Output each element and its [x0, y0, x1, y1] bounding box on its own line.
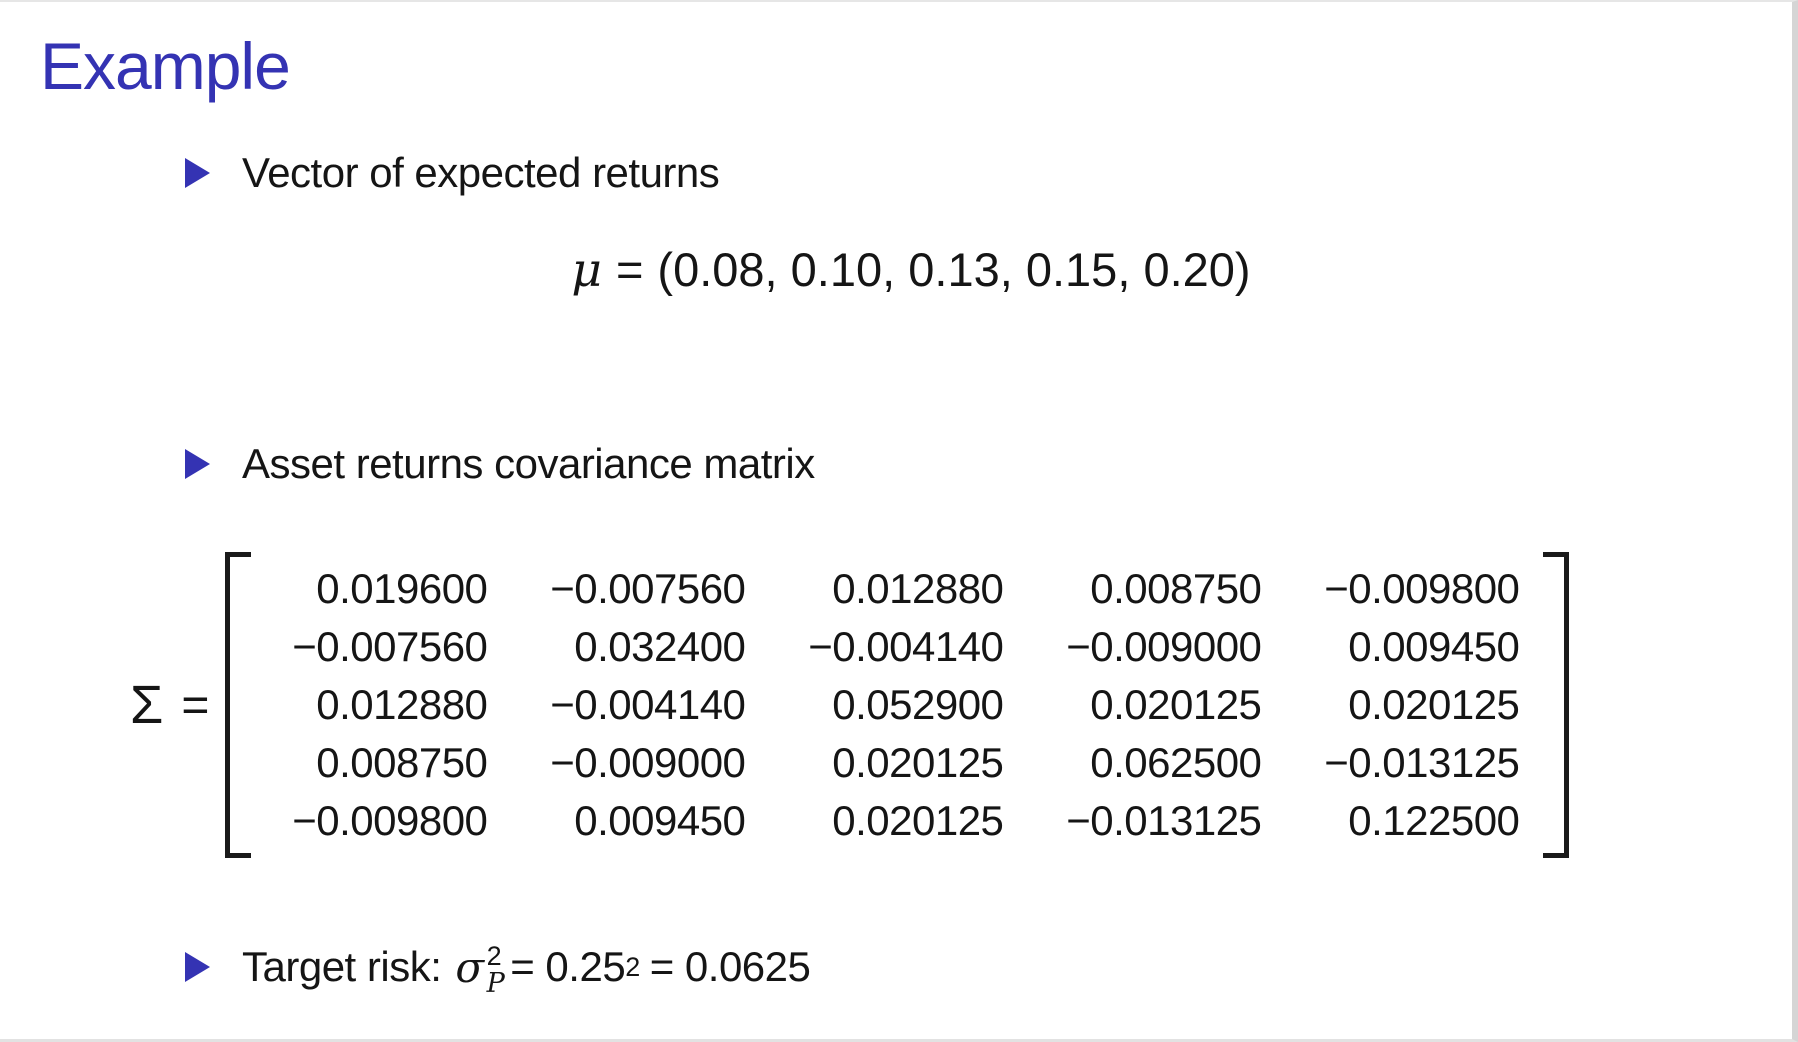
matrix-cell: 0.020125 — [1090, 681, 1262, 728]
matrix-cell: −0.013125 — [1066, 797, 1262, 844]
target-risk-mid: = 0.25 — [510, 943, 626, 990]
matrix-cell: 0.009450 — [1348, 623, 1520, 670]
matrix-cell: 0.122500 — [1348, 797, 1520, 844]
covariance-matrix: 0.019600 −0.007560 0.012880 0.008750 −0.… — [251, 552, 1543, 858]
matrix-cell: −0.009800 — [292, 797, 488, 844]
mu-equation: μ = (0.08, 0.10, 0.13, 0.15, 0.20) — [180, 242, 1642, 298]
matrix-cell: −0.007560 — [292, 623, 488, 670]
matrix-cell: −0.004140 — [808, 623, 1004, 670]
bullet-triangle-icon — [185, 158, 210, 188]
matrix-cell: 0.008750 — [1090, 565, 1262, 612]
bullet-triangle-icon — [185, 952, 210, 982]
matrix-cell: 0.020125 — [832, 739, 1004, 786]
bullet-item-target-risk: Target risk: σ 2 P = 0.25 2 = 0.0625 — [185, 940, 811, 999]
matrix-cell: 0.008750 — [316, 739, 488, 786]
matrix-cell: 0.020125 — [1348, 681, 1520, 728]
matrix-left-bracket — [225, 552, 252, 858]
equals-sign: = — [615, 243, 644, 296]
equals-sign: = — [181, 678, 210, 732]
matrix-cell: 0.032400 — [574, 623, 746, 670]
matrix-right-bracket — [1543, 552, 1570, 858]
matrix-cell: 0.012880 — [832, 565, 1004, 612]
mu-vector-value: (0.08, 0.10, 0.13, 0.15, 0.20) — [657, 243, 1251, 296]
matrix-cell: 0.012880 — [316, 681, 488, 728]
target-risk-equation: σ 2 P = 0.25 2 = 0.0625 — [455, 941, 811, 999]
bullet-item-covariance: Asset returns covariance matrix — [185, 440, 815, 488]
matrix-cell: 0.062500 — [1090, 739, 1262, 786]
bullet-label: Asset returns covariance matrix — [242, 440, 815, 487]
matrix-cell: −0.004140 — [550, 681, 746, 728]
matrix-cell: −0.009800 — [1324, 565, 1520, 612]
sigma-p-symbol: σ — [455, 942, 484, 992]
bullet-label: Target risk: — [242, 943, 442, 990]
bullet-triangle-icon — [185, 449, 210, 479]
bullet-item-expected-returns: Vector of expected returns — [185, 149, 720, 197]
matrix-cell: −0.009000 — [1066, 623, 1262, 670]
matrix-cell: −0.013125 — [1324, 739, 1520, 786]
matrix-cell: 0.052900 — [832, 681, 1004, 728]
bullet-label: Vector of expected returns — [242, 149, 720, 196]
matrix-cell: 0.019600 — [316, 565, 488, 612]
matrix-cell: 0.009450 — [574, 797, 746, 844]
matrix-cell: −0.009000 — [550, 739, 746, 786]
covariance-equation: Σ = 0.019600 −0.007560 0.012880 0.008750… — [130, 552, 1570, 858]
target-risk-result: = 0.0625 — [649, 943, 811, 990]
sigma-symbol: Σ — [130, 675, 164, 735]
matrix-cell: 0.020125 — [832, 797, 1004, 844]
matrix-cell: −0.007560 — [550, 565, 746, 612]
frame-title: Example — [40, 29, 291, 103]
sigma-subscript: P — [486, 968, 505, 999]
sigma-superscript: 2 — [486, 941, 502, 971]
mu-symbol: μ — [571, 243, 602, 298]
